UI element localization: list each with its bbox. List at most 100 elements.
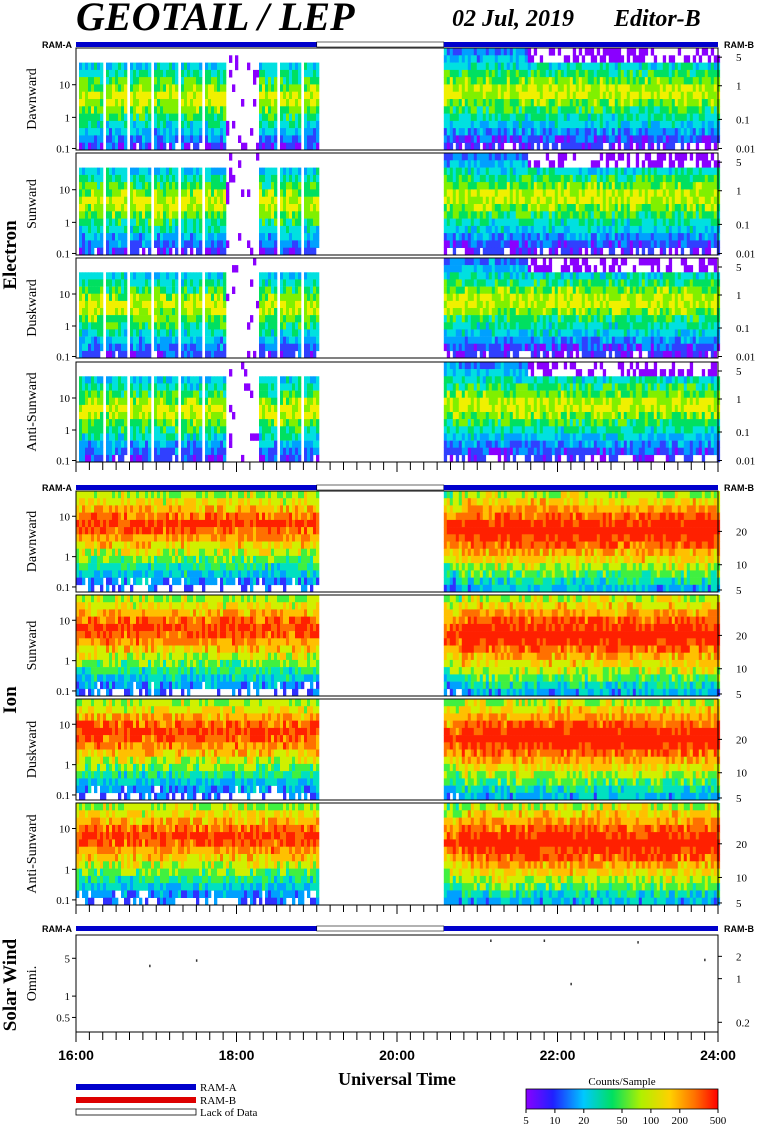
- heatmap-cell: [453, 226, 456, 234]
- heatmap-cell: [310, 204, 313, 212]
- heatmap-cell: [447, 322, 450, 329]
- heatmap-cell: [621, 153, 624, 161]
- heatmap-cell: [672, 84, 675, 92]
- heatmap-cell: [169, 135, 172, 143]
- heatmap-cell: [687, 182, 690, 190]
- heatmap-cell: [298, 77, 301, 85]
- heatmap-cell: [139, 308, 142, 315]
- heatmap-cell: [654, 114, 657, 122]
- heatmap-cell: [268, 226, 271, 234]
- heatmap-cell: [495, 63, 498, 71]
- heatmap-cell: [124, 114, 127, 122]
- heatmap-cell: [702, 48, 705, 56]
- heatmap-cell: [115, 315, 118, 322]
- heatmap-cell: [567, 219, 570, 227]
- heatmap-cell: [465, 308, 468, 315]
- heatmap-cell: [286, 308, 289, 315]
- heatmap-cell: [447, 294, 450, 301]
- heatmap-cell: [184, 175, 187, 183]
- heatmap-cell: [657, 182, 660, 190]
- heatmap-cell: [504, 287, 507, 294]
- heatmap-cell: [298, 337, 301, 344]
- heatmap-cell: [468, 226, 471, 234]
- heatmap-cell: [486, 322, 489, 329]
- heatmap-cell: [295, 344, 298, 351]
- heatmap-cell: [447, 182, 450, 190]
- heatmap-cell: [540, 233, 543, 241]
- heatmap-cell: [606, 135, 609, 143]
- heatmap-cell: [531, 219, 534, 227]
- heatmap-cell: [450, 308, 453, 315]
- heatmap-cell: [462, 160, 465, 168]
- heatmap-cell: [148, 197, 151, 205]
- heatmap-cell: [609, 211, 612, 219]
- heatmap-cell: [501, 153, 504, 161]
- heatmap-cell: [181, 197, 184, 205]
- heatmap-cell: [678, 92, 681, 100]
- heatmap-cell: [184, 351, 187, 358]
- heatmap-cell: [597, 240, 600, 248]
- heatmap-cell: [316, 287, 319, 294]
- heatmap-cell: [510, 294, 513, 301]
- heatmap-cell: [465, 175, 468, 183]
- heatmap-cell: [588, 135, 591, 143]
- heatmap-cell: [175, 226, 178, 234]
- heatmap-cell: [199, 351, 202, 358]
- heatmap-cell: [208, 294, 211, 301]
- heatmap-cell: [585, 63, 588, 71]
- heatmap-cell: [555, 70, 558, 78]
- heatmap-cell: [609, 106, 612, 114]
- heatmap-cell: [699, 63, 702, 71]
- heatmap-cell: [492, 211, 495, 219]
- heatmap-cell: [160, 272, 163, 279]
- heatmap-cell: [654, 63, 657, 71]
- heatmap-cell: [567, 197, 570, 205]
- heatmap-cell: [109, 182, 112, 190]
- heatmap-cell: [504, 337, 507, 344]
- heatmap-cell: [465, 143, 468, 151]
- heatmap-cell: [480, 182, 483, 190]
- heatmap-cell: [121, 337, 124, 344]
- heatmap-cell: [576, 77, 579, 85]
- heatmap-cell: [483, 344, 486, 351]
- heatmap-cell: [609, 48, 612, 56]
- heatmap-cell: [690, 175, 693, 183]
- heatmap-cell: [130, 121, 133, 129]
- heatmap-cell: [666, 189, 669, 197]
- heatmap-cell: [531, 182, 534, 190]
- heatmap-cell: [184, 337, 187, 344]
- heatmap-cell: [229, 175, 232, 183]
- heatmap-cell: [462, 233, 465, 241]
- heatmap-cell: [91, 219, 94, 227]
- heatmap-cell: [316, 322, 319, 329]
- heatmap-cell: [465, 77, 468, 85]
- heatmap-cell: [172, 240, 175, 248]
- heatmap-cell: [699, 121, 702, 129]
- heatmap-cell: [196, 189, 199, 197]
- heatmap-cell: [492, 121, 495, 129]
- heatmap-cell: [139, 279, 142, 286]
- heatmap-cell: [450, 279, 453, 286]
- heatmap-cell: [486, 84, 489, 92]
- heatmap-cell: [160, 143, 163, 151]
- heatmap-cell: [528, 168, 531, 176]
- heatmap-cell: [121, 84, 124, 92]
- heatmap-cell: [307, 197, 310, 205]
- heatmap-cell: [501, 92, 504, 100]
- heatmap-cell: [657, 211, 660, 219]
- heatmap-cell: [456, 265, 459, 272]
- heatmap-cell: [537, 160, 540, 168]
- heatmap-cell: [145, 197, 148, 205]
- heatmap-cell: [91, 351, 94, 358]
- heatmap-cell: [166, 248, 169, 256]
- heatmap-cell: [190, 219, 193, 227]
- heatmap-cell: [265, 337, 268, 344]
- heatmap-cell: [217, 135, 220, 143]
- heatmap-cell: [612, 63, 615, 71]
- heatmap-cell: [660, 70, 663, 78]
- heatmap-cell: [166, 175, 169, 183]
- heatmap-cell: [124, 84, 127, 92]
- heatmap-cell: [453, 121, 456, 129]
- heatmap-cell: [600, 204, 603, 212]
- heatmap-cell: [468, 168, 471, 176]
